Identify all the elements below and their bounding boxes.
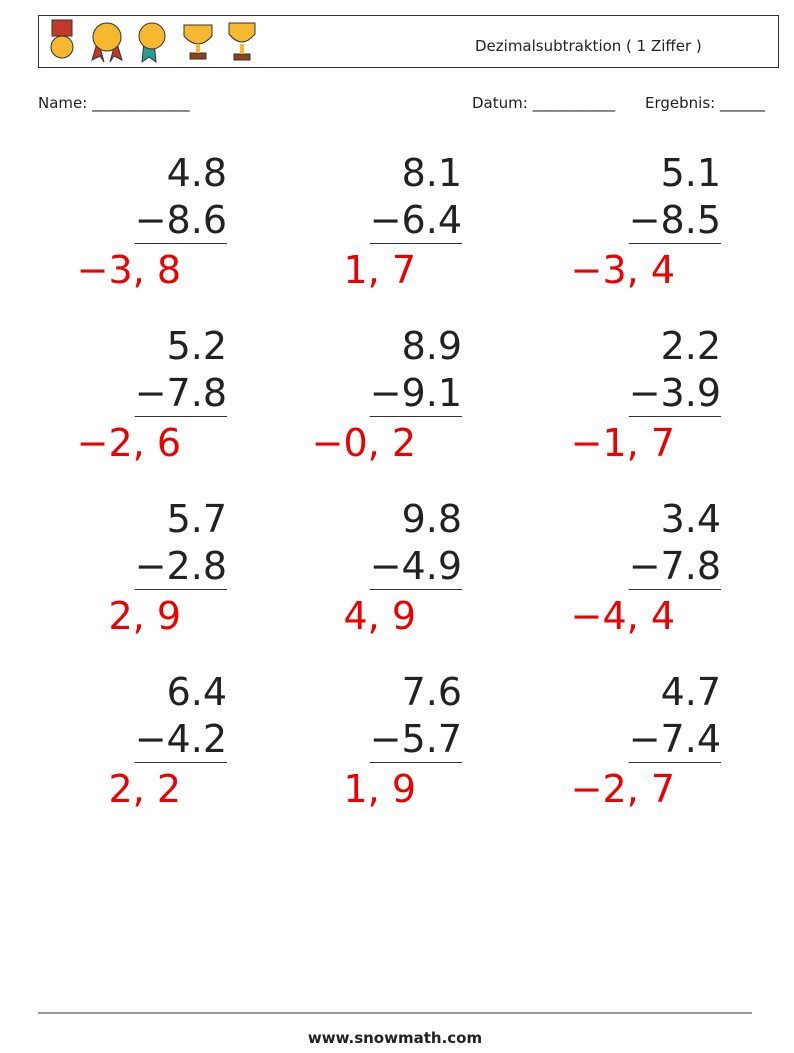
top-number: 7.6: [402, 670, 462, 714]
answer: −1, 7: [571, 421, 675, 465]
bottom-number: −2.8: [135, 544, 227, 588]
bottom-number: −7.8: [135, 371, 227, 415]
answer: −0, 2: [312, 421, 416, 465]
answer: 4, 9: [343, 594, 416, 638]
answer: −3, 8: [77, 248, 181, 292]
bottom-number: −9.1: [370, 371, 462, 415]
bottom-number: −5.7: [370, 717, 462, 761]
bottom-number: −3.9: [629, 371, 721, 415]
answer: −3, 4: [571, 248, 675, 292]
top-number: 5.1: [661, 151, 721, 195]
answer: −4, 4: [571, 594, 675, 638]
top-number: 8.1: [402, 151, 462, 195]
date-field: Datum: ___________: [472, 94, 616, 113]
name-field: Name: _____________: [38, 94, 190, 113]
answer: 1, 9: [343, 767, 416, 811]
header-box: [38, 15, 779, 68]
title: Dezimalsubtraktion ( 1 Ziffer ): [475, 37, 702, 55]
bottom-number: −4.2: [135, 717, 227, 761]
top-number: 4.7: [661, 670, 721, 714]
answer: 2, 9: [108, 594, 181, 638]
icons: [50, 19, 256, 64]
top-number: 5.7: [167, 497, 227, 541]
top-number: 6.4: [167, 670, 227, 714]
answer: 1, 7: [343, 248, 416, 292]
top-number: 5.2: [167, 324, 227, 368]
footer-url: www.snowmath.com: [308, 1029, 482, 1047]
top-number: 2.2: [661, 324, 721, 368]
top-number: 8.9: [402, 324, 462, 368]
answer: −2, 6: [77, 421, 181, 465]
bottom-number: −4.9: [370, 544, 462, 588]
top-number: 9.8: [402, 497, 462, 541]
bottom-number: −7.8: [629, 544, 721, 588]
answer: −2, 7: [571, 767, 675, 811]
bottom-number: −8.6: [135, 198, 227, 242]
bottom-number: −7.4: [629, 717, 721, 761]
bottom-number: −6.4: [370, 198, 462, 242]
bottom-number: −8.5: [629, 198, 721, 242]
top-number: 4.8: [167, 151, 227, 195]
result-field: Ergebnis: ______: [645, 94, 765, 113]
problems: 4.8−8.6−3, 88.1−6.41, 75.1−8.5−3, 45.2−7…: [77, 151, 721, 811]
top-number: 3.4: [661, 497, 721, 541]
answer: 2, 2: [108, 767, 181, 811]
